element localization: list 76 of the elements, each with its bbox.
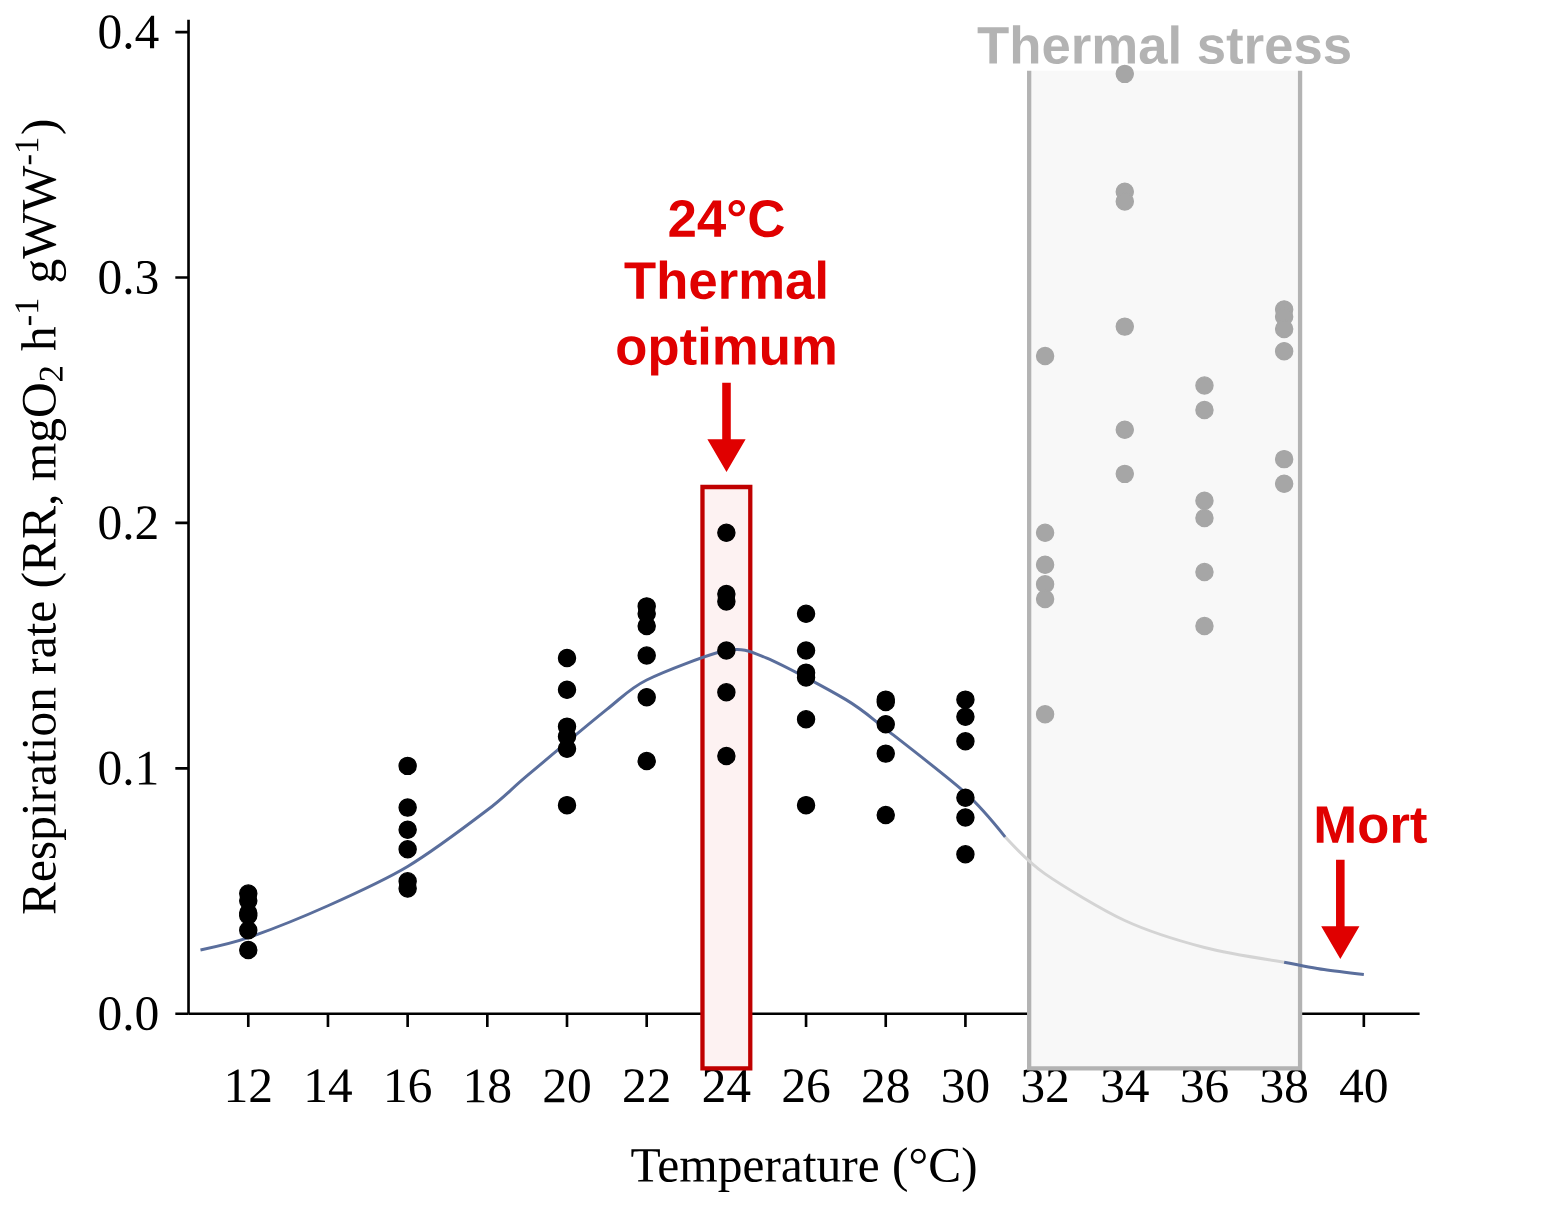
point	[796, 604, 816, 623]
x-tick-label: 24	[703, 1069, 751, 1102]
point	[1195, 491, 1214, 510]
point	[876, 805, 895, 824]
line-series	[1003, 835, 1286, 964]
point	[1115, 420, 1134, 439]
point	[1115, 317, 1134, 336]
y-tick-label: 0.2	[99, 505, 157, 540]
annotation: 24°C	[669, 199, 784, 238]
point	[717, 523, 736, 542]
point	[956, 731, 975, 751]
point	[398, 798, 417, 817]
point	[637, 751, 656, 770]
y-tick-label: 0.1	[99, 751, 157, 785]
point	[239, 920, 258, 940]
point	[956, 844, 975, 864]
point	[1195, 508, 1214, 528]
point	[717, 746, 736, 766]
x-tick-label: 18	[466, 1069, 511, 1103]
y-tick-label: 0.4	[99, 15, 159, 49]
x-tick-label: 14	[307, 1069, 352, 1102]
point	[637, 616, 656, 636]
x-tick-label: 34	[1102, 1069, 1149, 1103]
point	[637, 687, 656, 707]
y-axis-title: Respiration rate (RR, mgO$_{2}$ h$^{-1}$ gWW$^{-1}$)	[15, 120, 67, 914]
point	[557, 739, 577, 758]
point	[398, 820, 417, 839]
x-tick-label: 12	[227, 1069, 271, 1102]
point	[239, 940, 258, 959]
annotation: Mort	[1316, 806, 1427, 844]
point	[1195, 616, 1214, 636]
y-tick-label: 0.0	[99, 996, 158, 1031]
point	[1035, 589, 1055, 609]
point	[1035, 555, 1055, 574]
point	[1035, 523, 1055, 542]
point	[796, 641, 816, 660]
x-tick-label: 32	[1022, 1069, 1068, 1103]
point	[557, 680, 577, 699]
point	[1195, 562, 1214, 582]
point	[1274, 449, 1294, 469]
x-tick-label: 28	[863, 1069, 909, 1103]
x-axis-title: Temperature (°C)	[631, 1147, 976, 1192]
x-tick-label: 16	[387, 1069, 431, 1103]
point	[796, 709, 816, 729]
point	[717, 682, 736, 702]
point	[876, 714, 895, 734]
point	[956, 707, 975, 726]
point	[1035, 346, 1055, 366]
x-tick-label: 38	[1261, 1069, 1307, 1103]
x-tick-label: 22	[624, 1069, 669, 1102]
x-tick-label: 36	[1182, 1069, 1228, 1103]
annotation: Thermal optimum	[617, 260, 835, 376]
point	[1274, 474, 1294, 493]
x-tick-label: 30	[943, 1069, 989, 1103]
point	[876, 744, 895, 763]
band-label: Thermal stress	[977, 25, 1350, 64]
point	[1195, 376, 1214, 395]
point	[398, 756, 417, 775]
point	[1115, 64, 1134, 83]
point	[796, 795, 816, 815]
y-tick-label: 0.3	[99, 260, 158, 295]
point	[398, 839, 417, 859]
point	[956, 788, 975, 807]
x-tick-label: 40	[1340, 1069, 1387, 1103]
point	[1035, 704, 1055, 724]
x-tick-label: 20	[544, 1069, 590, 1103]
x-tick-label: 26	[783, 1069, 830, 1103]
point	[1274, 341, 1294, 361]
point	[717, 641, 736, 660]
point	[637, 646, 656, 665]
point	[1195, 400, 1214, 420]
point	[956, 807, 975, 827]
point	[557, 648, 577, 667]
point	[1115, 464, 1134, 483]
point	[956, 690, 975, 709]
point	[557, 795, 577, 815]
